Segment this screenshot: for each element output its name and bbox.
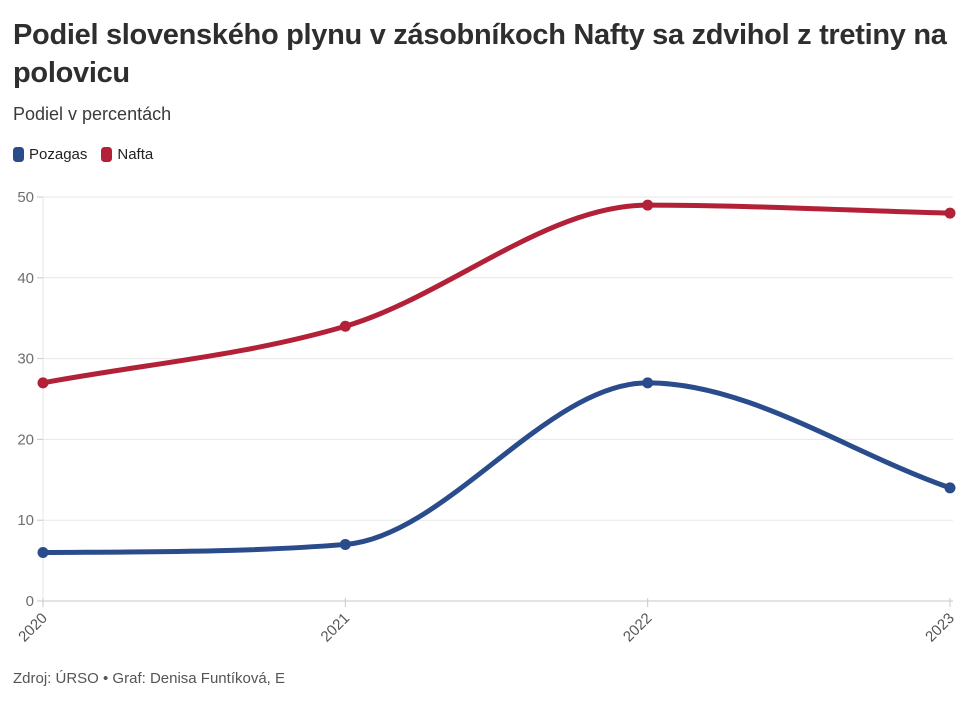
legend-label-pozagas: Pozagas — [29, 145, 88, 163]
data-point-pozagas-2021 — [339, 538, 351, 550]
svg-text:2020: 2020 — [15, 610, 51, 646]
pozagas-swatch-icon — [13, 146, 24, 162]
svg-text:2021: 2021 — [318, 610, 354, 646]
svg-text:20: 20 — [17, 431, 34, 448]
legend-item-pozagas: Pozagas — [13, 146, 87, 163]
svg-text:0: 0 — [26, 593, 34, 610]
data-point-nafta-2021 — [339, 320, 351, 332]
data-point-nafta-2022 — [642, 199, 654, 211]
line-chart: 0 10 20 30 40 50 2020 2021 2022 2023 — [15, 189, 958, 646]
svg-text:40: 40 — [17, 270, 34, 287]
data-point-pozagas-2020 — [37, 547, 49, 559]
source-note: Zdroj: ÚRSO • Graf: Denisa Funtíková, E — [13, 670, 286, 687]
chart-title: Podiel slovenského plynu v zásobníkoch N… — [13, 19, 947, 89]
legend-label-nafta: Nafta — [117, 145, 154, 163]
data-point-pozagas-2023 — [944, 482, 956, 494]
series-line-nafta — [40, 202, 953, 386]
svg-text:2023: 2023 — [922, 610, 958, 646]
nafta-swatch-icon — [101, 146, 113, 162]
data-point-nafta-2020 — [37, 377, 49, 389]
data-point-nafta-2023 — [944, 207, 956, 219]
chart-subtitle: Podiel v percentách — [13, 104, 172, 124]
legend-item-nafta: Nafta — [101, 146, 153, 163]
data-point-pozagas-2022 — [642, 377, 654, 389]
svg-text:50: 50 — [17, 189, 34, 206]
svg-text:30: 30 — [17, 351, 34, 368]
svg-text:10: 10 — [17, 512, 34, 529]
svg-text:2022: 2022 — [620, 610, 656, 646]
legend: Pozagas Nafta — [13, 145, 960, 163]
series-line-pozagas — [40, 380, 953, 556]
